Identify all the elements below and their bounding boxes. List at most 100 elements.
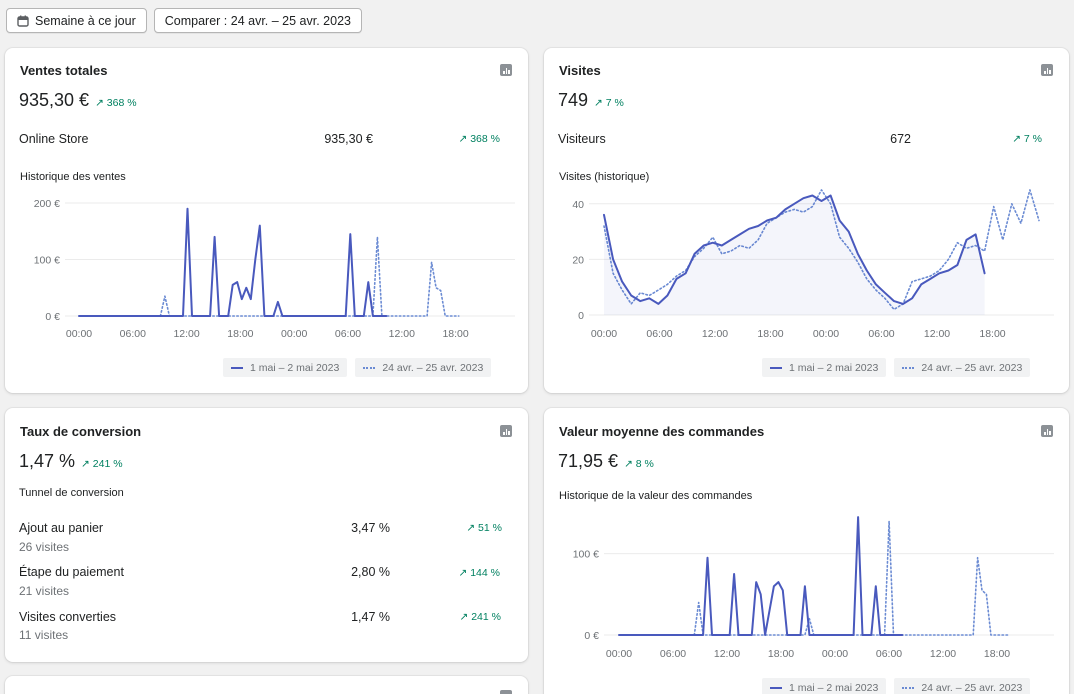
bar-chart-icon[interactable] — [500, 64, 512, 76]
x-tick-label: 06:00 — [876, 648, 902, 660]
line-swatch-icon — [770, 366, 782, 369]
x-tick-label: 06:00 — [660, 648, 686, 660]
x-tick-label: 00:00 — [281, 328, 307, 340]
conversion-total-value: 1,47 % — [19, 451, 76, 471]
x-tick-label: 00:00 — [813, 328, 839, 340]
aov-total-value: 71,95 € — [558, 451, 619, 471]
aov-chart-title: Historique de la valeur des commandes — [559, 490, 753, 502]
y-tick-label: 200 € — [34, 198, 60, 210]
dotted-swatch-icon — [363, 366, 376, 369]
legend-current[interactable]: 1 mai – 2 mai 2023 — [762, 678, 887, 694]
bar-chart-icon[interactable] — [1041, 425, 1053, 437]
funnel-row-label: Ajout au panier — [19, 521, 104, 535]
line-swatch-icon — [231, 366, 243, 369]
visits-row-value: 672 — [890, 132, 911, 146]
conversion-title: Taux de conversion — [20, 424, 142, 439]
compare-label: Comparer : 24 avr. – 25 avr. 2023 — [164, 13, 351, 28]
visits-legend: 1 mai – 2 mai 2023 24 avr. – 25 avr. 202… — [762, 358, 1031, 377]
legend-previous[interactable]: 24 avr. – 25 avr. 2023 — [355, 358, 492, 377]
y-tick-label: 100 € — [573, 549, 599, 561]
x-tick-label: 18:00 — [768, 648, 794, 660]
funnel-title: Tunnel de conversion — [19, 487, 124, 499]
x-tick-label: 18:00 — [227, 328, 253, 340]
visits-title: Visites — [559, 63, 601, 78]
dotted-swatch-icon — [902, 686, 915, 689]
series-line-previous — [159, 236, 460, 317]
sales-row-value: 935,30 € — [324, 132, 373, 146]
y-tick-label: 100 € — [34, 255, 60, 267]
line-swatch-icon — [770, 686, 782, 689]
visits-chart: 0 20 40 00:00 06:00 12:00 18:00 00:00 06:00 12:00… — [572, 189, 1054, 340]
legend-previous-label: 24 avr. – 25 avr. 2023 — [921, 681, 1023, 694]
series-line-current — [78, 207, 388, 317]
x-tick-label: 12:00 — [173, 328, 199, 340]
sales-row-delta: ↗ 368 % — [458, 133, 501, 145]
x-tick-label: 18:00 — [757, 328, 783, 340]
funnel-row-label: Étape du paiement — [19, 565, 124, 579]
visits-chart-title: Visites (historique) — [559, 171, 650, 183]
funnel-row-delta: ↗ 241 % — [459, 611, 502, 623]
bar-chart-icon[interactable] — [500, 425, 512, 437]
legend-current-label: 1 mai – 2 mai 2023 — [789, 361, 879, 374]
funnel-row-delta: ↗ 144 % — [458, 567, 501, 579]
funnel-row-sub: 26 visites — [19, 540, 70, 554]
series-line-previous — [603, 189, 1040, 311]
dotted-swatch-icon — [902, 366, 915, 369]
x-tick-label: 12:00 — [389, 328, 415, 340]
x-tick-label: 18:00 — [984, 648, 1010, 660]
sales-chart: 0 € 100 € 200 € 00:00 06:00 12:00 18:00 00:00 06… — [34, 198, 515, 340]
bar-chart-icon[interactable] — [500, 690, 512, 694]
x-tick-label: 06:00 — [646, 328, 672, 340]
y-tick-label: 20 — [572, 254, 584, 266]
sales-delta: ↗ 368 % — [95, 97, 137, 109]
visits-row-label: Visiteurs — [558, 132, 606, 146]
x-tick-label: 06:00 — [120, 328, 146, 340]
x-tick-label: 00:00 — [822, 648, 848, 660]
x-tick-label: 00:00 — [591, 328, 617, 340]
calendar-icon — [17, 15, 29, 27]
x-tick-label: 18:00 — [979, 328, 1005, 340]
x-tick-label: 12:00 — [924, 328, 950, 340]
sales-card: Ventes totales 935,30 € ↗ 368 % Online S… — [5, 48, 528, 393]
legend-current[interactable]: 1 mai – 2 mai 2023 — [223, 358, 348, 377]
date-range-button[interactable]: Semaine à ce jour — [6, 8, 147, 33]
aov-chart: 0 € 100 € 00:00 06:00 12:00 18:00 00:00 06:00 12… — [573, 516, 1054, 660]
conversion-card: Taux de conversion 1,47 % ↗ 241 % Tunnel… — [5, 408, 528, 662]
legend-current-label: 1 mai – 2 mai 2023 — [250, 361, 340, 374]
bar-chart-icon[interactable] — [1041, 64, 1053, 76]
sales-chart-title: Historique des ventes — [20, 171, 126, 183]
y-tick-label: 0 € — [584, 630, 599, 642]
toolbar: Semaine à ce jour Comparer : 24 avr. – 2… — [6, 8, 362, 33]
series-area — [604, 195, 985, 315]
x-tick-label: 06:00 — [868, 328, 894, 340]
funnel-row-sub: 21 visites — [19, 584, 70, 598]
funnel-row-value: 3,47 % — [351, 521, 390, 535]
series-line-current — [603, 194, 986, 305]
visits-total-value: 749 — [558, 90, 589, 110]
legend-current-label: 1 mai – 2 mai 2023 — [789, 681, 879, 694]
conversion-delta: ↗ 241 % — [81, 458, 123, 470]
compare-button[interactable]: Comparer : 24 avr. – 25 avr. 2023 — [153, 8, 362, 33]
legend-previous[interactable]: 24 avr. – 25 avr. 2023 — [894, 358, 1031, 377]
aov-card: Valeur moyenne des commandes 71,95 € ↗ 8… — [544, 408, 1069, 694]
sales-title: Ventes totales — [20, 63, 108, 78]
legend-previous-label: 24 avr. – 25 avr. 2023 — [382, 361, 484, 374]
funnel-row-delta: ↗ 51 % — [466, 522, 502, 534]
funnel-row-label: Visites converties — [19, 610, 117, 624]
next-card — [5, 676, 528, 694]
legend-previous-label: 24 avr. – 25 avr. 2023 — [921, 361, 1023, 374]
visits-delta: ↗ 7 % — [594, 97, 624, 109]
y-tick-label: 0 € — [45, 311, 60, 323]
x-tick-label: 12:00 — [930, 648, 956, 660]
legend-current[interactable]: 1 mai – 2 mai 2023 — [762, 358, 887, 377]
series-line-previous — [693, 520, 1010, 636]
x-tick-label: 12:00 — [702, 328, 728, 340]
y-tick-label: 0 — [578, 310, 584, 322]
legend-previous[interactable]: 24 avr. – 25 avr. 2023 — [894, 678, 1031, 694]
visits-card: Visites 749 ↗ 7 % Visiteurs 672 ↗ 7 % Vi… — [544, 48, 1069, 393]
x-tick-label: 06:00 — [335, 328, 361, 340]
funnel-row-sub: 11 visites — [19, 628, 69, 642]
y-tick-label: 40 — [572, 199, 584, 211]
funnel-row-value: 1,47 % — [351, 610, 390, 624]
x-tick-label: 12:00 — [714, 648, 740, 660]
